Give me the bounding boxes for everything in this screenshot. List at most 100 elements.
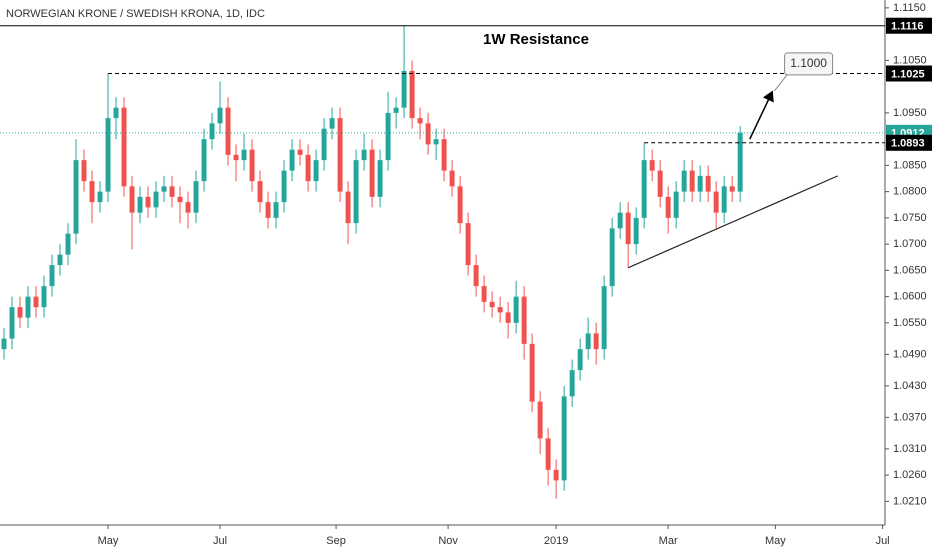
- candle-body: [649, 160, 655, 171]
- candle-body: [1, 338, 7, 350]
- candle-body: [393, 107, 399, 113]
- candle-body: [625, 212, 631, 245]
- x-tick-label: Nov: [438, 535, 458, 547]
- candle-body: [537, 401, 543, 439]
- candle-body: [561, 396, 567, 481]
- candle-body: [681, 170, 687, 192]
- candle-body: [481, 286, 487, 302]
- y-tick-label: 1.0750: [893, 212, 927, 224]
- arrow: [749, 90, 774, 140]
- y-tick-label: 1.0800: [893, 186, 927, 198]
- x-tick-label: 2019: [544, 535, 568, 547]
- candle-body: [521, 296, 527, 344]
- candle-body: [329, 118, 335, 129]
- candle-body: [433, 139, 439, 145]
- candle-body: [465, 223, 471, 266]
- candle-body: [9, 307, 15, 339]
- candle-body: [617, 212, 623, 229]
- candle-body: [473, 265, 479, 287]
- candle-body: [489, 301, 495, 308]
- candle-body: [289, 149, 295, 171]
- candle-body: [497, 307, 503, 313]
- y-tick-label: 1.0950: [893, 107, 927, 119]
- candle-body: [89, 181, 95, 203]
- candle-body: [697, 175, 703, 192]
- callout-box: [784, 52, 834, 76]
- candle-body: [737, 132, 743, 192]
- candle-body: [273, 202, 279, 218]
- candle-body: [97, 191, 103, 203]
- candle-body: [25, 296, 31, 318]
- price-label: 1.1025: [891, 68, 925, 80]
- candle-body: [249, 149, 255, 182]
- candle-body: [529, 343, 535, 402]
- candle-body: [345, 191, 351, 224]
- candle-body: [641, 160, 647, 218]
- y-tick-label: 1.0260: [893, 469, 927, 481]
- candle-body: [305, 154, 311, 182]
- candle-body: [153, 191, 159, 208]
- candle-body: [665, 196, 671, 218]
- candle-body: [449, 170, 455, 187]
- candle-body: [441, 139, 447, 171]
- candle-body: [217, 107, 223, 124]
- candle-body: [417, 118, 423, 124]
- candle-body: [161, 186, 167, 192]
- candle-body: [585, 333, 591, 350]
- candle-body: [225, 107, 231, 155]
- y-tick-label: 1.0700: [893, 238, 927, 250]
- candle-body: [705, 175, 711, 192]
- candle-body: [193, 181, 199, 213]
- y-tick-label: 1.0600: [893, 291, 927, 303]
- candle-body: [281, 170, 287, 203]
- candle-body: [401, 70, 407, 108]
- y-tick-label: 1.0430: [893, 380, 927, 392]
- candle-body: [41, 286, 47, 308]
- candle-body: [209, 123, 215, 140]
- x-tick-label: Mar: [659, 535, 678, 547]
- y-tick-label: 1.0310: [893, 443, 927, 455]
- candle-body: [409, 70, 415, 119]
- candle-body: [241, 149, 247, 161]
- candle-body: [361, 149, 367, 161]
- x-tick-label: Jul: [213, 535, 227, 547]
- candle-body: [137, 196, 143, 213]
- price-label-box: [886, 65, 932, 82]
- candle-body: [265, 202, 271, 218]
- candle-body: [129, 186, 135, 213]
- candle-body: [201, 139, 207, 182]
- candle-body: [377, 160, 383, 197]
- candle-body: [65, 233, 71, 255]
- candle-body: [593, 333, 599, 350]
- candle-body: [385, 112, 391, 161]
- chart-title: NORWEGIAN KRONE / SWEDISH KRONA, 1D, IDC: [6, 8, 265, 20]
- candle-body: [425, 123, 431, 145]
- annotation: 1W Resistance: [483, 31, 589, 48]
- candle-body: [569, 370, 575, 397]
- candle-body: [545, 438, 551, 470]
- candle-body: [513, 296, 519, 323]
- callout-pointer: [774, 72, 789, 92]
- candle-body: [713, 191, 719, 213]
- candle-body: [73, 160, 79, 234]
- candle-body: [121, 107, 127, 187]
- candle-body: [729, 186, 735, 192]
- candle-body: [49, 265, 55, 287]
- candle-body: [169, 186, 175, 197]
- candle-body: [337, 118, 343, 192]
- callout-label: 1.1000: [790, 56, 827, 70]
- y-tick-label: 1.0370: [893, 411, 927, 423]
- candle-body: [609, 228, 615, 287]
- price-label-box: [886, 17, 932, 34]
- candle-body: [17, 307, 23, 318]
- trendline: [627, 175, 839, 269]
- candle-body: [353, 160, 359, 224]
- candle-body: [177, 196, 183, 203]
- candle-body: [145, 196, 151, 208]
- price-label: 1.1116: [891, 21, 923, 33]
- candle-body: [313, 160, 319, 182]
- candle-body: [233, 154, 239, 161]
